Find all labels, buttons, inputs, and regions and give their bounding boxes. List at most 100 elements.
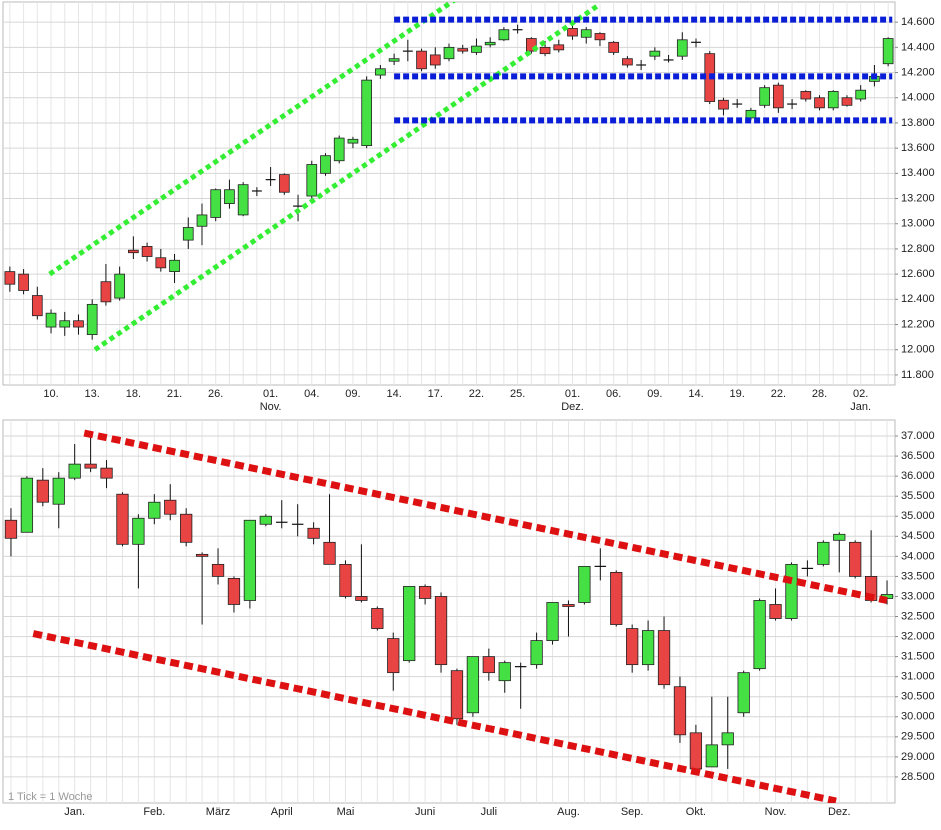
candle-body (450, 670, 464, 720)
candle-body (418, 586, 432, 599)
trend-line (32, 630, 837, 803)
x-tick-label: 21. (167, 388, 182, 400)
candle-body (355, 596, 368, 601)
candle-body (361, 79, 373, 147)
x-tick-label: 06. (606, 388, 621, 400)
candle-body (18, 273, 29, 291)
candle-body (737, 672, 750, 714)
x-tick-label: Juni (415, 806, 435, 818)
y-tick-label: 13.000 (901, 218, 935, 230)
y-tick-label: 30.500 (901, 691, 935, 703)
x-tick-label: Aug. (557, 806, 580, 818)
x-tick-label: April (271, 806, 293, 818)
y-tick-label: 13.600 (901, 142, 935, 154)
candle-body (195, 553, 209, 557)
candle-body (306, 164, 318, 197)
candle-body (86, 303, 98, 336)
y-tick-label: 30.000 (901, 711, 935, 723)
candle-body (578, 565, 591, 603)
candle-body (817, 541, 830, 565)
y-tick-label: 33.500 (901, 570, 935, 582)
candle-body (594, 33, 606, 41)
y-tick-label: 14.000 (901, 92, 935, 104)
candle-body (705, 744, 718, 768)
x-tick-label: 01. (263, 388, 278, 400)
candle-body (237, 184, 249, 216)
candle-body (403, 586, 416, 662)
candle-body (180, 513, 193, 543)
candle-body (278, 174, 290, 193)
candle-body (4, 271, 16, 285)
x-tick-label: 22. (469, 388, 484, 400)
candle-body (622, 58, 633, 66)
candle-body (36, 479, 49, 503)
y-tick-label: 28.500 (901, 771, 935, 783)
candle-body (182, 227, 194, 241)
candle-body (567, 28, 578, 37)
candle-body (164, 499, 177, 515)
candle-body (211, 563, 225, 577)
candle-body (753, 600, 766, 670)
plot-frame (2, 419, 896, 804)
candle-body (128, 249, 139, 254)
candle-body (626, 628, 639, 666)
candle-body (243, 519, 257, 601)
candle-body (114, 273, 125, 299)
candle-body (769, 604, 782, 619)
x-tick-label: 01. (565, 388, 580, 400)
candle-body (429, 54, 441, 66)
candle-body (530, 640, 543, 666)
x-tick-label: 13. (85, 388, 100, 400)
candle-body (785, 563, 798, 619)
candle-body (580, 29, 592, 38)
x-tick-label: 14. (688, 388, 703, 400)
y-tick-label: 33.000 (901, 590, 935, 602)
candle-body (718, 99, 729, 110)
x-tick-label: 18. (126, 388, 141, 400)
candle-body (73, 320, 84, 328)
candle-body (387, 638, 400, 674)
y-tick-label: 35.500 (901, 490, 935, 502)
y-tick-label: 12.800 (901, 243, 935, 255)
candle-body (833, 533, 846, 541)
x-tick-label: Jan. (64, 806, 85, 818)
x-tick-label: Juli (481, 806, 498, 818)
candle-body (525, 38, 537, 52)
candle-body (498, 662, 511, 682)
x-tick-sublabel: Dez. (561, 401, 584, 413)
x-tick-label: Okt. (686, 806, 706, 818)
x-tick-label: 04. (304, 388, 319, 400)
candle-body (100, 281, 112, 303)
candle-body (610, 571, 623, 625)
candle-body (649, 50, 661, 57)
candle-body (227, 578, 241, 605)
y-tick-label: 13.400 (901, 167, 935, 179)
candle-body (855, 89, 867, 100)
candle-body (59, 320, 71, 328)
candle-body (471, 45, 482, 53)
y-tick-label: 29.000 (901, 751, 935, 763)
y-tick-label: 36.500 (901, 450, 935, 462)
y-tick-label: 32.000 (901, 630, 935, 642)
candle-body (721, 732, 734, 746)
candle-body (676, 39, 688, 57)
y-tick-label: 31.000 (901, 671, 935, 683)
trend-lines (48, 2, 893, 352)
x-tick-sublabel: Nov. (260, 401, 282, 413)
y-tick-label: 32.500 (901, 610, 935, 622)
x-tick-label: 25. (510, 388, 525, 400)
candle-body (759, 87, 770, 106)
candle-body (259, 515, 272, 525)
x-tick-label: 19. (730, 388, 745, 400)
candle-body (196, 214, 208, 227)
candle-body (673, 686, 687, 736)
candle-body (224, 189, 235, 204)
y-tick-label: 13.800 (901, 117, 935, 129)
candle-body (388, 58, 400, 62)
candle-body (657, 630, 671, 686)
candle-body (148, 501, 161, 519)
candle-body (539, 46, 551, 55)
candle-body (608, 41, 620, 53)
